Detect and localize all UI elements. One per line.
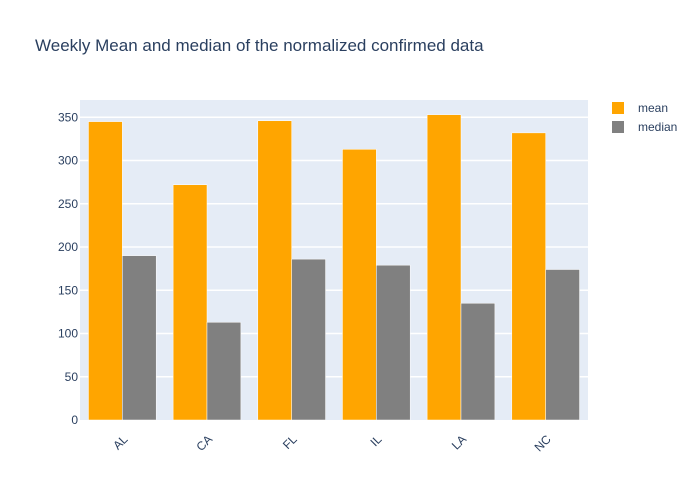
bar-mean-nc[interactable] [511, 132, 546, 421]
bar-median-al[interactable] [122, 255, 157, 421]
legend-label: mean [638, 101, 668, 115]
y-tick-label: 300 [58, 154, 78, 168]
bar-median-la[interactable] [460, 302, 496, 421]
bar-median-il[interactable] [376, 264, 411, 421]
legend-label: median [638, 120, 677, 134]
legend-item-mean[interactable]: mean [612, 101, 668, 115]
gridlines [80, 116, 588, 378]
y-tick-label: 200 [58, 240, 78, 254]
legend-item-median[interactable]: median [612, 120, 677, 134]
bars [88, 114, 580, 421]
y-tick-label: 0 [71, 413, 78, 427]
legend[interactable]: mean median [612, 101, 677, 134]
plot-area [80, 100, 588, 420]
bar-mean-ca[interactable] [172, 184, 208, 421]
legend-swatch [612, 121, 624, 133]
y-tick-label: 350 [58, 110, 78, 124]
y-tick-label: 150 [58, 283, 78, 297]
bar-mean-il[interactable] [342, 149, 377, 421]
y-tick-label: 100 [58, 327, 78, 341]
bar-median-fl[interactable] [291, 258, 326, 421]
bar-median-nc[interactable] [545, 269, 580, 421]
bar-mean-al[interactable] [88, 121, 123, 421]
legend-swatch [612, 102, 624, 114]
bar-mean-la[interactable] [426, 114, 462, 421]
bar-median-ca[interactable] [206, 322, 242, 421]
y-axis-ticks: 0 50 100 150 200 250 300 350 [58, 110, 78, 427]
chart-title: Weekly Mean and median of the normalized… [35, 36, 484, 55]
bar-mean-fl[interactable] [257, 120, 292, 421]
y-tick-label: 50 [65, 370, 79, 384]
y-tick-label: 250 [58, 197, 78, 211]
